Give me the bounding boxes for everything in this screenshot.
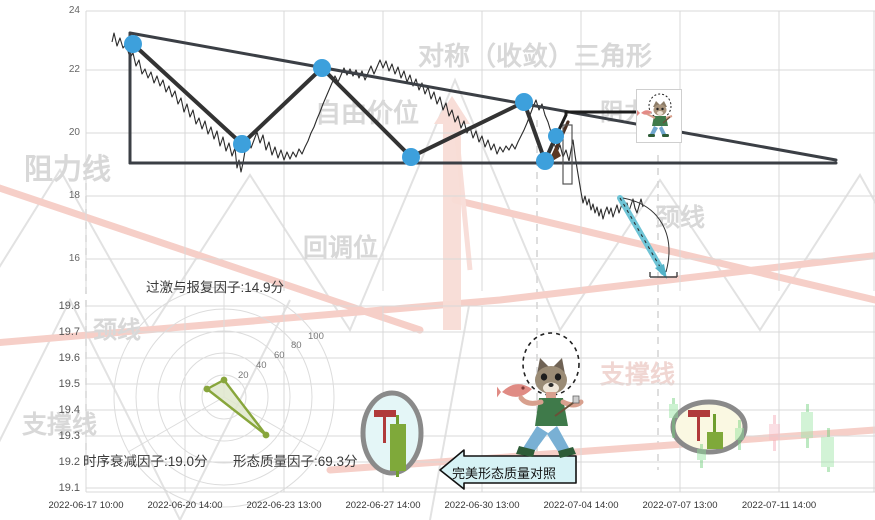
zigzag-markers: [124, 35, 564, 170]
candle-hammer-red-left: [374, 410, 396, 443]
radar-tick-40: 40: [256, 360, 267, 371]
callout-arrow-compare: [439, 449, 577, 490]
cartoon-dog-fisher-large: [495, 330, 605, 460]
candle-green-right: [707, 414, 723, 449]
y-tick-lower-2: 19.6: [58, 352, 80, 364]
x-tick-3: 2022-06-27 14:00: [345, 500, 421, 511]
y-tick-price-4: 16: [68, 253, 80, 264]
y-tick-lower-5: 19.3: [58, 430, 80, 442]
callout-label-compare: 完美形态质量对照: [452, 466, 557, 481]
y-tick-price-2: 20: [68, 127, 80, 138]
measure-rectangle: [562, 124, 573, 185]
x-tick-2: 2022-06-23 13:00: [246, 500, 322, 511]
y-tick-lower-1: 19.7: [58, 326, 80, 338]
price-line-breakdown: [568, 139, 644, 220]
candle-green-left: [390, 415, 406, 477]
radar-tick-60: 60: [274, 350, 285, 361]
score-pattern-quality-factor: 形态质量因子:69.3分: [233, 454, 358, 469]
x-tick-6: 2022-07-07 13:00: [642, 500, 718, 511]
x-tick-5: 2022-07-04 14:00: [543, 500, 619, 511]
y-tick-price-1: 22: [68, 64, 80, 75]
score-overreaction-factor: 过激与报复因子:14.9分: [146, 280, 285, 295]
cartoon-badge-top: [636, 89, 682, 143]
lower-trendline: [128, 31, 838, 165]
radar-tick-80: 80: [291, 340, 302, 351]
y-tick-lower-6: 19.2: [58, 456, 80, 468]
y-tick-price-3: 18: [68, 190, 80, 201]
x-tick-7: 2022-07-11 14:00: [741, 500, 817, 511]
candle-hammer-red-right: [688, 410, 710, 441]
x-tick-4: 2022-06-30 13:00: [444, 500, 520, 511]
score-time-decay-factor: 时序衰减因子:19.0分: [83, 454, 208, 469]
price-panel-grid: [85, 10, 875, 291]
x-tick-0: 2022-06-17 10:00: [48, 500, 124, 511]
y-tick-lower-4: 19.4: [58, 404, 80, 416]
faded-candles: [669, 398, 834, 472]
y-tick-lower-0: 19.8: [58, 300, 80, 312]
y-tick-lower-3: 19.5: [58, 378, 80, 390]
dog-fisher-icon: [637, 93, 673, 137]
y-tick-price-0: 24: [68, 5, 80, 16]
radar-tick-20: 20: [238, 370, 249, 381]
breakout-path: [554, 110, 640, 137]
y-tick-lower-7: 19.1: [58, 482, 80, 494]
radar-polygon: [203, 376, 270, 439]
measured-move-arrow: [617, 195, 678, 279]
dog-fisher-large-icon: [495, 332, 584, 458]
radar-tick-100: 100: [308, 331, 324, 342]
x-tick-1: 2022-06-20 14:00: [147, 500, 223, 511]
upper-trendline: [128, 31, 838, 162]
